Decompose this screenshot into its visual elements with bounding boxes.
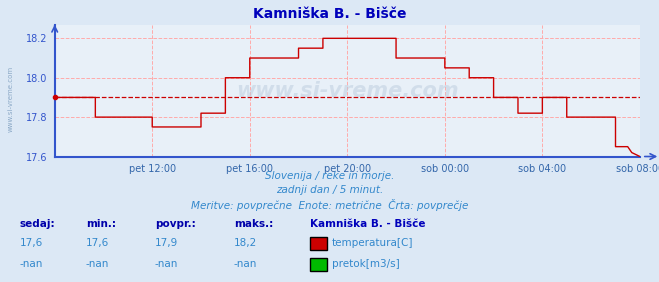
Text: maks.:: maks.: xyxy=(234,219,273,228)
Text: Kamniška B. - Bišče: Kamniška B. - Bišče xyxy=(310,219,425,228)
Text: temperatura[C]: temperatura[C] xyxy=(332,238,414,248)
Text: 18,2: 18,2 xyxy=(234,238,257,248)
Text: sedaj:: sedaj: xyxy=(20,219,55,228)
Text: povpr.:: povpr.: xyxy=(155,219,196,228)
Text: -nan: -nan xyxy=(234,259,257,269)
Text: 17,9: 17,9 xyxy=(155,238,178,248)
Text: Kamniška B. - Bišče: Kamniška B. - Bišče xyxy=(253,7,406,21)
Text: www.si-vreme.com: www.si-vreme.com xyxy=(8,66,14,132)
Text: 17,6: 17,6 xyxy=(20,238,43,248)
Text: -nan: -nan xyxy=(155,259,178,269)
Text: Meritve: povprečne  Enote: metrične  Črta: povprečje: Meritve: povprečne Enote: metrične Črta:… xyxy=(191,199,468,211)
Text: pretok[m3/s]: pretok[m3/s] xyxy=(332,259,400,269)
Text: 17,6: 17,6 xyxy=(86,238,109,248)
Text: -nan: -nan xyxy=(86,259,109,269)
Text: -nan: -nan xyxy=(20,259,43,269)
Text: min.:: min.: xyxy=(86,219,116,228)
Text: Slovenija / reke in morje.: Slovenija / reke in morje. xyxy=(265,171,394,180)
Text: www.si-vreme.com: www.si-vreme.com xyxy=(236,81,459,100)
Text: zadnji dan / 5 minut.: zadnji dan / 5 minut. xyxy=(276,185,383,195)
